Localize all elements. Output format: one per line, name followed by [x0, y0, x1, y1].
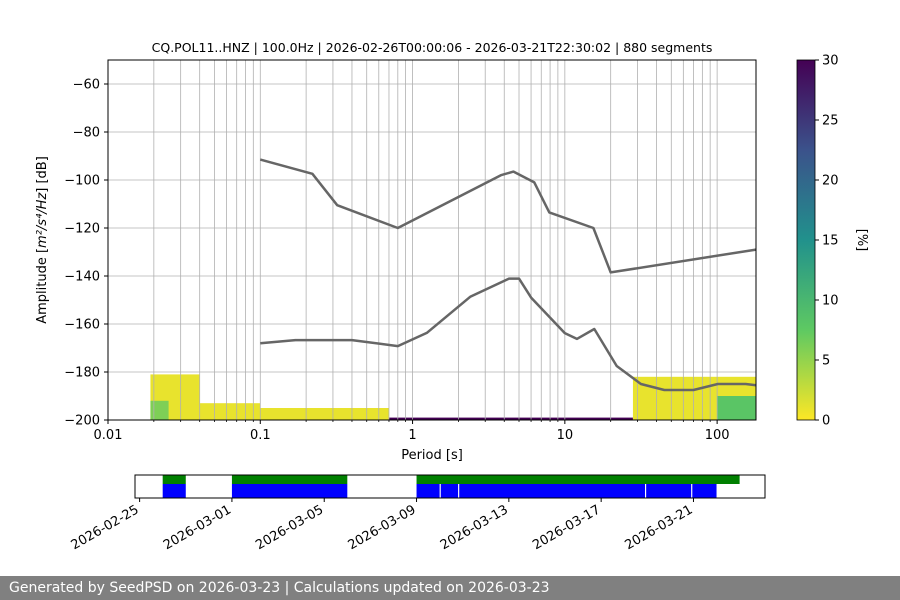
y-tick-label: −60: [73, 78, 100, 93]
psd-cell: [388, 417, 633, 420]
footer-banner: Generated by SeedPSD on 2026-03-23 | Cal…: [0, 576, 900, 600]
date-tick-label: 2026-03-01: [161, 502, 234, 553]
used-segment: [459, 484, 645, 498]
y-axis-label-prefix: Amplitude [: [35, 248, 50, 324]
colorbar-tick-label: 25: [822, 114, 839, 129]
noise-model-layer: [259, 158, 757, 392]
y-tick-label: −120: [64, 222, 100, 237]
timeline-frame-border: [134, 474, 766, 499]
colorbar-ticks: 0 5 10 15 20 25 30: [815, 54, 839, 429]
timeline-date-ticks: 2026-02-25 2026-03-01 2026-03-05 2026-03-09…: [69, 498, 696, 553]
psd-cell: [199, 403, 261, 420]
used-segment: [440, 484, 459, 498]
used-segment: [416, 484, 440, 498]
chart-title: CQ.POL11..HNZ | 100.0Hz | 2026-02-26T00:…: [152, 40, 713, 55]
colorbar-tick-label: 0: [822, 414, 830, 429]
used-segment: [231, 484, 348, 498]
x-tick-label: 0.01: [94, 428, 123, 443]
x-axis-label: Period [s]: [401, 448, 463, 463]
y-axis-ticks: −200 −180 −160 −140 −120 −100 −80 −60: [64, 78, 108, 429]
colorbar-tick-label: 5: [822, 354, 830, 369]
date-tick-label: 2026-02-25: [69, 502, 142, 553]
date-tick-label: 2026-03-05: [253, 502, 326, 553]
used-segment: [646, 484, 692, 498]
psd-cell: [260, 408, 389, 420]
available-segment: [162, 475, 186, 484]
y-tick-label: −80: [73, 126, 100, 141]
psd-cell: [150, 400, 169, 420]
x-axis-ticks: 0.01 0.1 1 10 100: [94, 420, 730, 443]
used-segment: [692, 484, 717, 498]
y-axis-label: Amplitude [m²/s⁴/Hz] [dB]: [35, 156, 50, 324]
noise-model-line: [259, 158, 757, 274]
grid-lines: [107, 60, 756, 421]
y-tick-label: −160: [64, 318, 100, 333]
x-tick-label: 1: [408, 428, 416, 443]
y-axis-label-suffix: ] [dB]: [35, 156, 50, 193]
colorbar-label: [%]: [854, 229, 869, 252]
used-segment: [162, 484, 186, 498]
x-tick-label: 0.1: [250, 428, 271, 443]
x-tick-label: 10: [557, 428, 574, 443]
colorbar-tick-label: 30: [822, 54, 839, 69]
available-segment: [416, 475, 740, 484]
date-tick-label: 2026-03-17: [530, 502, 603, 553]
date-tick-label: 2026-03-13: [438, 502, 511, 553]
noise-model-line: [260, 277, 757, 392]
x-tick-label: 100: [705, 428, 730, 443]
date-tick-label: 2026-03-09: [346, 502, 419, 553]
y-tick-label: −100: [64, 174, 100, 189]
colorbar: [796, 59, 816, 421]
colorbar-tick-label: 15: [822, 234, 839, 249]
psd-heatmap-layer: [150, 374, 756, 420]
y-tick-label: −200: [64, 414, 100, 429]
y-axis-label-unit: m²/s⁴/Hz: [35, 192, 50, 248]
colorbar-tick-label: 10: [822, 294, 839, 309]
y-tick-label: −180: [64, 366, 100, 381]
colorbar-tick-label: 20: [822, 174, 839, 189]
available-segment: [231, 475, 348, 484]
timeline-bars: [162, 475, 740, 498]
psd-cell: [717, 396, 756, 420]
y-tick-label: −140: [64, 270, 100, 285]
plot-frame: [107, 59, 757, 421]
date-tick-label: 2026-03-21: [623, 502, 696, 553]
